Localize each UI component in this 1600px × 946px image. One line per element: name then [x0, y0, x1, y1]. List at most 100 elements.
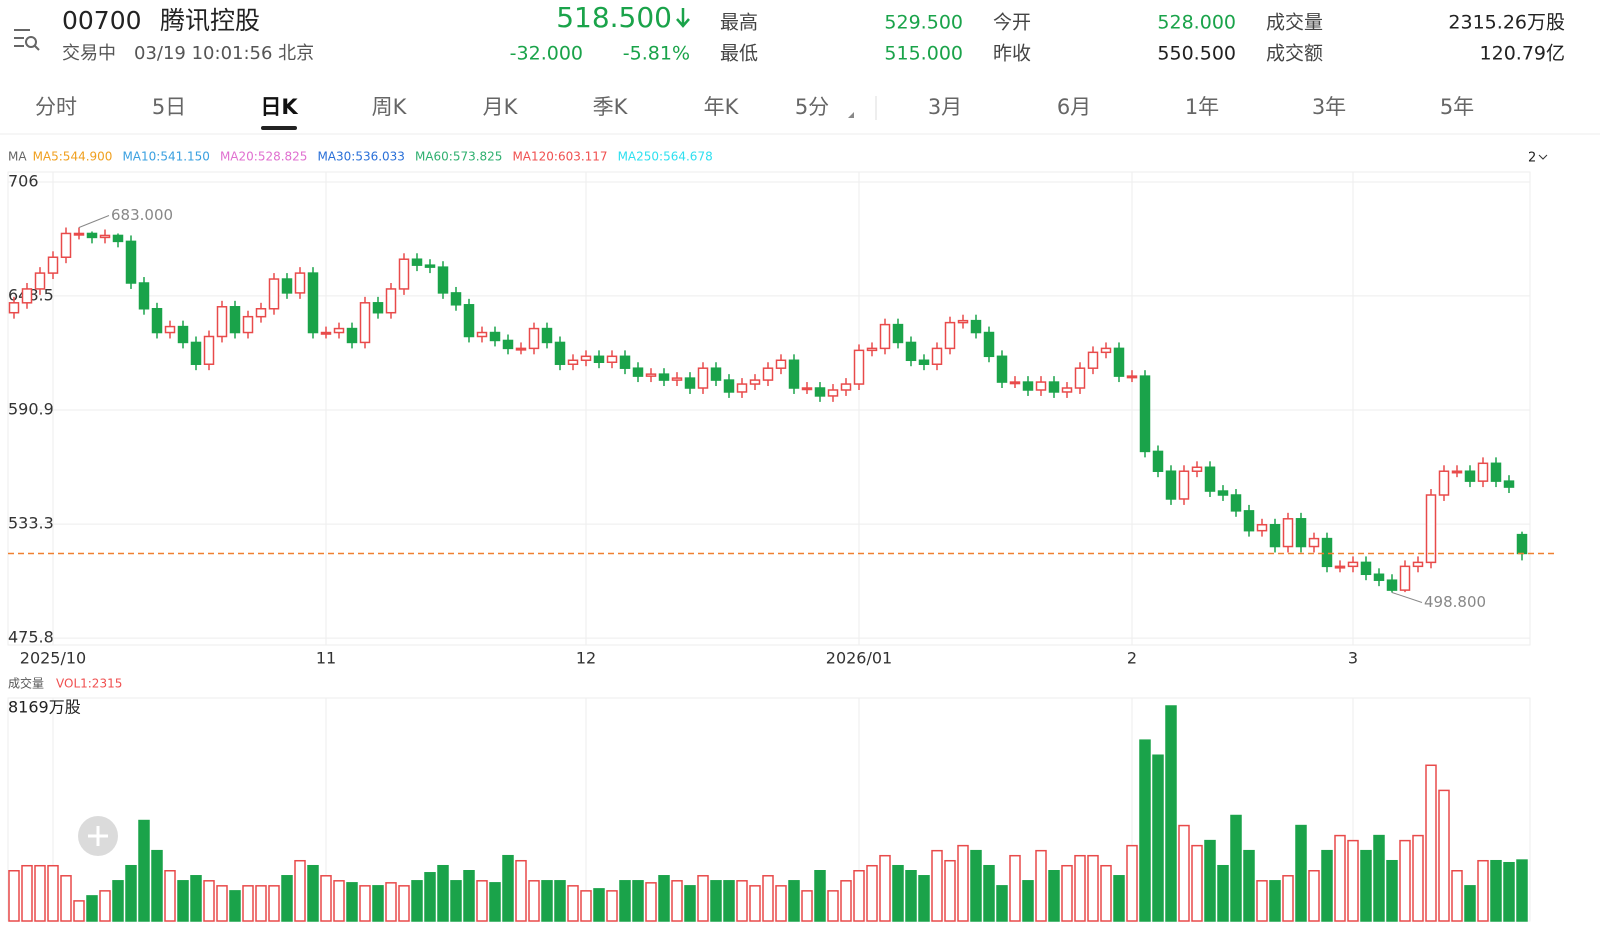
volume-bar	[1269, 880, 1281, 922]
candle-body	[1126, 375, 1138, 379]
candle-body	[99, 234, 111, 239]
volume-bar	[255, 885, 267, 922]
menu-icon[interactable]	[14, 29, 40, 51]
tab[interactable]: 3月	[928, 95, 962, 119]
candle-body	[567, 359, 579, 365]
volume-bar	[1516, 859, 1528, 922]
tab[interactable]: 5日	[152, 95, 186, 119]
candle-body	[125, 240, 137, 284]
tab[interactable]: 1年	[1185, 95, 1219, 119]
x-tick-label: 2026/01	[826, 649, 892, 668]
candle-body	[255, 308, 267, 318]
tab[interactable]: 分时	[35, 95, 77, 119]
candle-body	[502, 339, 514, 350]
tab[interactable]: 年K	[704, 95, 740, 119]
volume-bar	[1438, 789, 1450, 922]
candle-body	[736, 383, 748, 393]
candle-body	[528, 327, 540, 350]
candle-body	[1295, 518, 1307, 548]
candle-body	[931, 347, 943, 365]
stat-label: 今开	[993, 12, 1031, 34]
volume-bar	[268, 885, 280, 922]
period-select[interactable]: 2	[1528, 151, 1536, 166]
volume-bar	[1022, 880, 1034, 922]
tab[interactable]: 周K	[372, 95, 408, 119]
volume-bar	[1347, 839, 1359, 922]
candle-body	[853, 349, 865, 385]
plot-frame	[7, 171, 1531, 646]
indicator-legend: MA	[8, 150, 27, 164]
add-button[interactable]	[78, 816, 118, 856]
candle-body	[8, 302, 20, 314]
volume-bar	[1399, 839, 1411, 922]
candle-body	[1191, 466, 1203, 472]
volume-bar	[1490, 859, 1502, 922]
candle-body	[1204, 466, 1216, 492]
candle-body	[398, 258, 410, 290]
volume-bar	[34, 864, 46, 922]
candle-body	[749, 379, 761, 385]
volume-bar	[216, 885, 228, 922]
volume-bar	[203, 880, 215, 922]
candle-body	[242, 315, 254, 334]
volume-bar	[450, 880, 462, 922]
tab[interactable]: 3年	[1312, 95, 1346, 119]
volume-bar	[1373, 834, 1385, 922]
x-tick-label: 3	[1348, 649, 1358, 668]
volume-bar	[190, 875, 202, 922]
volume-bar	[684, 885, 696, 922]
tab[interactable]: 5分	[795, 95, 829, 119]
candle-body	[34, 272, 46, 290]
candle-body	[879, 323, 891, 350]
indicator-legend: MA60:573.825	[415, 150, 503, 164]
stat-value: 120.79亿	[1480, 43, 1565, 65]
volume-bar	[840, 880, 852, 922]
indicator-legend: MA20:528.825	[220, 150, 308, 164]
candle-body	[827, 389, 839, 397]
candle-body	[632, 367, 644, 377]
volume-bar	[1178, 824, 1190, 922]
volume-bar	[424, 872, 436, 922]
volume-bar	[1334, 834, 1346, 922]
volume-bar	[385, 882, 397, 922]
volume-bar	[8, 870, 20, 922]
x-tick-label: 2	[1127, 649, 1137, 668]
volume-bar	[1295, 824, 1307, 922]
candle-body	[294, 272, 306, 294]
volume-bar	[1425, 764, 1437, 922]
tab[interactable]: 月K	[483, 95, 519, 119]
volume-bar	[1477, 859, 1489, 922]
volume-bar	[1061, 864, 1073, 922]
volume-bar	[1165, 705, 1177, 922]
volume-bar	[1126, 844, 1138, 922]
change-pct: -5.81%	[623, 43, 690, 65]
dropdown-icon	[848, 112, 854, 118]
volume-bar	[983, 864, 995, 922]
candle-body	[359, 302, 371, 344]
candle-body	[866, 347, 878, 352]
volume-tick-label: 8169万股	[8, 698, 81, 717]
annotation-leader	[78, 215, 110, 228]
tab[interactable]: 季K	[593, 95, 629, 119]
volume-bar	[775, 885, 787, 922]
volume-bar	[1451, 870, 1463, 922]
price: 518.500	[556, 1, 672, 34]
volume-bar	[489, 882, 501, 922]
volume-bar	[749, 885, 761, 922]
candle-body	[996, 355, 1008, 383]
tab[interactable]: 5年	[1440, 95, 1474, 119]
candle-body	[1243, 510, 1255, 532]
volume-bar	[710, 880, 722, 922]
candle-body	[1386, 579, 1398, 591]
stat-label: 最低	[720, 43, 758, 65]
candle-body	[138, 282, 150, 310]
volume-bar	[1386, 859, 1398, 922]
candle-body	[840, 383, 852, 391]
candle-body	[645, 373, 657, 377]
volume-bar	[1243, 849, 1255, 922]
candle-body	[1009, 381, 1021, 385]
volume-bar	[632, 880, 644, 922]
tab[interactable]: 6月	[1057, 95, 1091, 119]
tab[interactable]: 日K	[260, 95, 298, 119]
candle-body	[1347, 561, 1359, 568]
